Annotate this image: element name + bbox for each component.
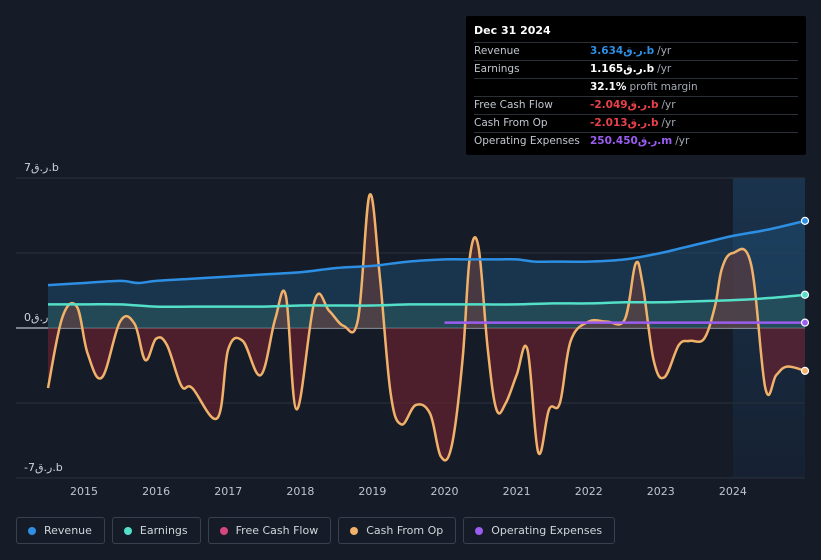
legend-dot-icon: [475, 526, 484, 535]
earnings-line: [47, 293, 806, 309]
tooltip-value: 32.1%: [590, 81, 627, 93]
legend-dot-icon: [350, 526, 359, 535]
legend-item-earnings[interactable]: Earnings: [111, 517, 201, 544]
revenue-area: [48, 220, 805, 328]
y-label-top: 7ر.ق.b: [24, 161, 59, 174]
legend-item-revenue[interactable]: Revenue: [16, 517, 105, 544]
tooltip-row: Free Cash Flow -2.049ر.ق.b/yr: [474, 97, 798, 115]
y-label-bottom: -7ر.ق.b: [24, 461, 63, 474]
tooltip-label: Operating Expenses: [474, 135, 580, 147]
tooltip-row: Operating Expenses 250.450ر.ق.m/yr: [474, 133, 798, 150]
endpoint-operating-expenses: [800, 318, 810, 327]
tooltip-value: 3.634ر.ق.b: [590, 45, 655, 57]
tooltip-label: Revenue: [474, 45, 520, 57]
tooltip-row: Earnings 1.165ر.ق.b/yr: [474, 61, 798, 79]
tooltip-value: -2.013ر.ق.b: [590, 117, 659, 129]
legend-label: Operating Expenses: [491, 524, 603, 537]
tooltip-suffix: profit margin: [629, 81, 698, 93]
legend-dot-icon: [28, 526, 36, 535]
legend-label: Free Cash Flow: [235, 524, 319, 537]
tooltip-suffix: /yr: [675, 135, 690, 147]
x-tick-label: 2020: [431, 485, 459, 498]
tooltip-panel: Dec 31 2024 Revenue 3.634ر.ق.b/yr Earnings…: [466, 16, 806, 155]
tooltip-value: -2.049ر.ق.b: [590, 99, 659, 111]
cash-from-op-positive-area: [48, 194, 805, 328]
cash-from-op-negative-area: [48, 328, 805, 461]
legend-item-free-cash-flow[interactable]: Free Cash Flow: [207, 517, 332, 544]
tooltip-value: 250.450ر.ق.m: [590, 135, 673, 147]
legend-dot-icon: [219, 526, 228, 535]
tooltip-row: 32.1% profit margin: [474, 79, 798, 97]
x-tick-label: 2022: [575, 485, 603, 498]
legend-item-cash-from-op[interactable]: Cash From Op: [338, 517, 457, 544]
legend-item-operating-expenses[interactable]: Operating Expenses: [463, 517, 616, 544]
tooltip-label: Earnings: [474, 63, 520, 75]
x-tick-label: 2017: [214, 485, 242, 498]
legend-dot-icon: [123, 526, 132, 535]
x-tick-label: 2015: [70, 485, 98, 498]
chart: 7ر.ق.b 0ر.ق -7ر.ق.b 2015 2016 2017 2018 2019 202…: [16, 161, 810, 498]
tooltip-suffix: /yr: [661, 99, 676, 111]
tooltip-value: 1.165ر.ق.b: [590, 63, 655, 75]
revenue-line: [47, 219, 806, 287]
x-tick-label: 2016: [142, 485, 170, 498]
tooltip-suffix: /yr: [661, 117, 676, 129]
x-tick-label: 2024: [719, 485, 747, 498]
tooltip-label: [474, 79, 590, 96]
endpoint-earnings: [800, 290, 810, 299]
tooltip-suffix: /yr: [657, 45, 672, 57]
legend-label: Revenue: [44, 524, 92, 537]
legend-label: Cash From Op: [366, 524, 444, 537]
endpoint-revenue: [800, 216, 810, 225]
tooltip-label: Free Cash Flow: [474, 99, 553, 111]
x-tick-label: 2019: [358, 485, 386, 498]
tooltip-row: Revenue 3.634ر.ق.b/yr: [474, 43, 798, 61]
legend-label: Earnings: [139, 524, 188, 537]
y-label-zero: 0ر.ق: [24, 311, 48, 324]
tooltip-suffix: /yr: [657, 63, 672, 75]
legend: Revenue Earnings Free Cash Flow Cash From O…: [16, 517, 622, 546]
tooltip-date: Dec 31 2024: [474, 22, 798, 43]
x-tick-label: 2023: [647, 485, 675, 498]
tooltip-row: Cash From Op -2.013ر.ق.b/yr: [474, 115, 798, 133]
tooltip-label: Cash From Op: [474, 117, 548, 129]
endpoint-cash-from-op: [800, 366, 810, 375]
x-tick-label: 2018: [286, 485, 314, 498]
x-tick-label: 2021: [503, 485, 531, 498]
cash-from-op-line: [46, 193, 806, 462]
